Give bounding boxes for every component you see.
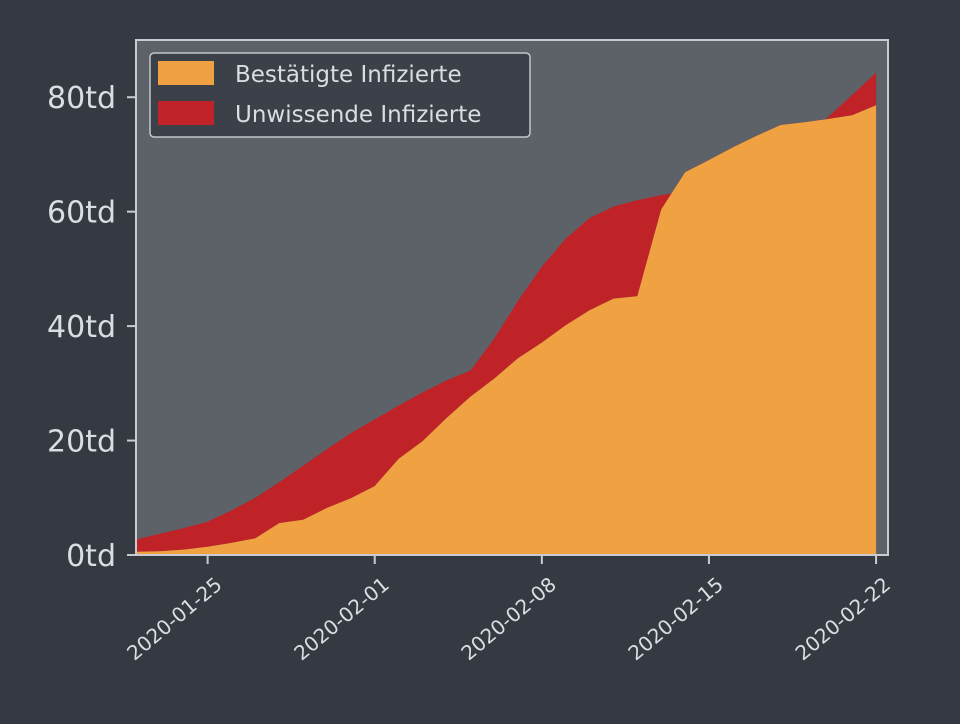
- legend-swatch-unaware: [158, 101, 214, 125]
- x-tick-label: 2020-02-22: [791, 572, 895, 665]
- y-tick-label: 20td: [47, 425, 116, 460]
- y-axis: 0td 20td 40td 60td 80td: [47, 81, 136, 574]
- x-tick-label: 2020-01-25: [122, 572, 226, 665]
- area-confirmed-infected: [136, 105, 877, 555]
- y-tick-label: 40td: [47, 310, 116, 345]
- x-tick-label: 2020-02-01: [289, 572, 393, 665]
- plot-frame: [135, 39, 889, 556]
- y-tick-label: 80td: [47, 81, 116, 116]
- area-series-group: [136, 72, 877, 555]
- y-tick-label: 60td: [47, 196, 116, 231]
- x-tick-label: 2020-02-08: [456, 572, 560, 665]
- x-axis: 2020-01-25 2020-02-01 2020-02-08 2020-02-15…: [122, 555, 895, 665]
- legend-box: [149, 52, 531, 138]
- legend-swatch-confirmed: [158, 61, 214, 85]
- x-tick-label: 2020-02-15: [623, 572, 727, 665]
- y-tick-label: 0td: [66, 539, 116, 574]
- legend: Bestätigte Infizierte Unwissende Infizier…: [149, 52, 531, 138]
- legend-label-unaware: Unwissende Infizierte: [235, 102, 481, 128]
- legend-label-confirmed: Bestätigte Infizierte: [235, 62, 462, 88]
